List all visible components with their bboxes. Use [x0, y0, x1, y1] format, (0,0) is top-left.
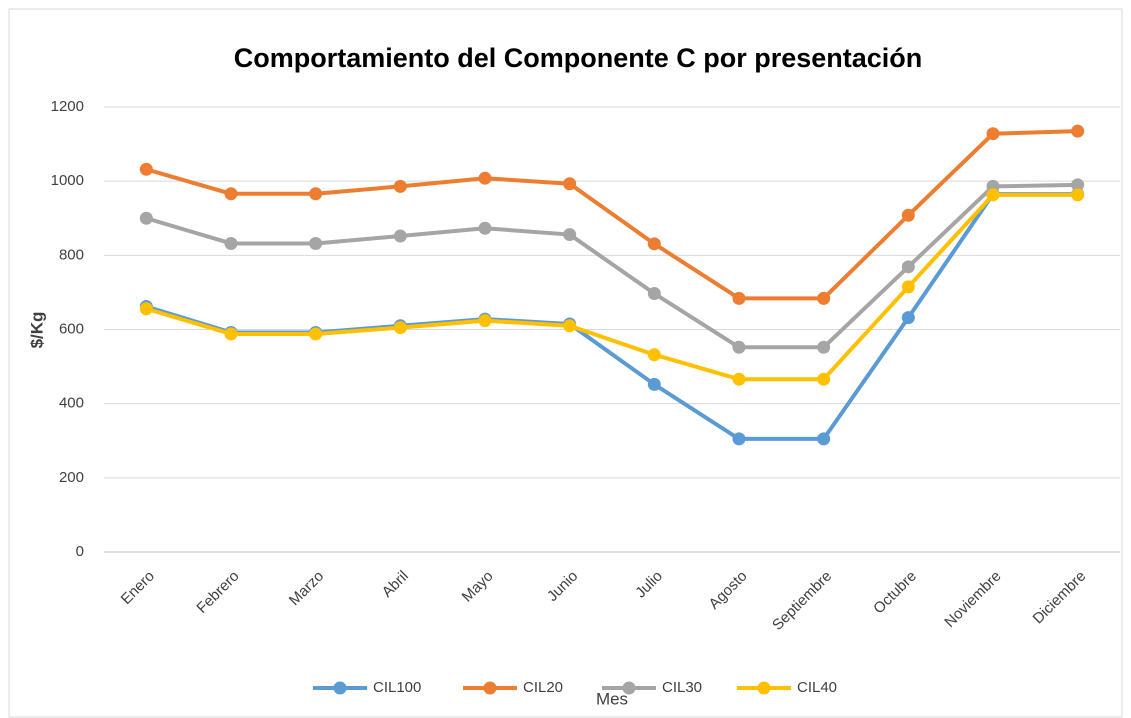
data-point: [224, 236, 238, 250]
data-point: [647, 348, 661, 362]
data-point: [1071, 188, 1085, 202]
data-point: [986, 127, 1000, 141]
data-point: [563, 228, 577, 242]
data-point: [139, 302, 153, 316]
data-point: [139, 162, 153, 176]
data-point: [732, 340, 746, 354]
y-tick-label: 1200: [51, 98, 84, 115]
data-point: [224, 327, 238, 341]
data-point: [478, 221, 492, 235]
data-point: [563, 177, 577, 191]
legend-label: CIL40: [797, 679, 837, 696]
legend-label: CIL20: [523, 679, 563, 696]
data-point: [901, 280, 915, 294]
legend-marker: [333, 681, 347, 695]
data-point: [309, 327, 323, 341]
data-point: [986, 188, 1000, 202]
series-line: [145, 129, 1078, 301]
data-point: [817, 372, 831, 386]
legend-marker: [622, 681, 636, 695]
chart-title: Comportamiento del Componente C por pres…: [234, 43, 923, 73]
data-point: [478, 314, 492, 328]
data-point: [309, 187, 323, 201]
data-point: [478, 171, 492, 185]
data-point: [732, 291, 746, 305]
y-tick-label: 400: [59, 395, 84, 412]
series-line: [145, 192, 1078, 382]
y-tick-label: 800: [59, 246, 84, 263]
y-tick-label: 1000: [51, 172, 84, 189]
y-tick-label: 600: [59, 320, 84, 337]
chart-border: [8, 8, 1123, 718]
data-point: [309, 236, 323, 250]
data-point: [901, 208, 915, 222]
data-point: [817, 340, 831, 354]
data-point: [393, 321, 407, 335]
data-point: [647, 237, 661, 251]
data-point: [139, 211, 153, 225]
data-point: [901, 311, 915, 325]
series-line: [145, 182, 1078, 350]
data-point: [393, 229, 407, 243]
y-tick-label: 0: [76, 543, 84, 560]
x-axis-label: Mes: [596, 689, 628, 708]
data-point: [1071, 124, 1085, 138]
data-point: [224, 187, 238, 201]
legend-marker: [757, 681, 771, 695]
data-point: [647, 287, 661, 301]
data-point: [732, 372, 746, 386]
data-point: [817, 432, 831, 446]
y-axis-label: $/Kg: [27, 312, 46, 349]
data-point: [1071, 178, 1085, 192]
data-point: [647, 377, 661, 391]
legend-label: CIL100: [373, 679, 421, 696]
data-point: [563, 319, 577, 333]
legend-marker: [483, 681, 497, 695]
y-tick-label: 200: [59, 469, 84, 486]
data-point: [393, 179, 407, 193]
legend-label: CIL30: [662, 679, 702, 696]
data-point: [817, 291, 831, 305]
data-point: [732, 432, 746, 446]
data-point: [901, 260, 915, 274]
